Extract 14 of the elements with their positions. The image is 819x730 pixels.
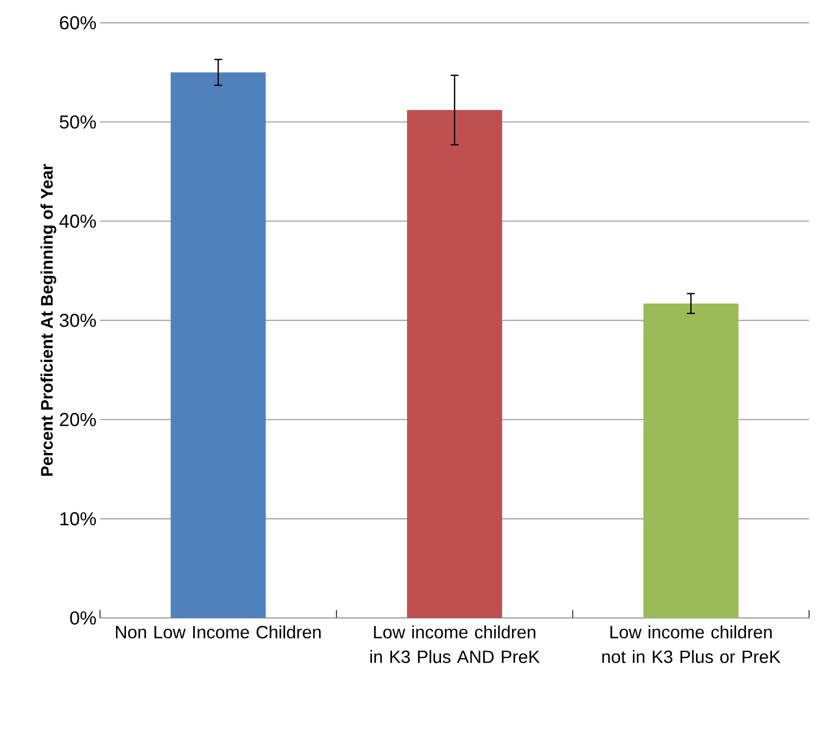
y-tick-label: 20%: [60, 412, 96, 426]
x-tick-label: Low income children not in K3 Plus or PreK: [602, 625, 781, 664]
x-tick-label: Non Low Income Children: [116, 625, 321, 638]
y-tick-label: 40%: [59, 214, 96, 228]
y-tick-label: 30%: [60, 314, 96, 328]
y-tick-label: 50%: [60, 115, 96, 129]
y-tick-label: 60%: [60, 16, 96, 30]
bar: [643, 304, 738, 618]
y-axis-title: Percent Proficient At Beginning of Year: [40, 164, 56, 476]
x-tick-label: Low income children in K3 Plus AND PreK: [370, 625, 540, 664]
y-tick-label: 0%: [70, 611, 96, 625]
bar: [407, 110, 502, 618]
bar: [170, 72, 266, 618]
y-tick-label: 10%: [60, 512, 96, 526]
